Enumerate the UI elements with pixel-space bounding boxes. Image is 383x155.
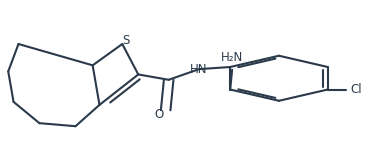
Text: S: S — [123, 34, 130, 47]
Text: Cl: Cl — [350, 83, 362, 96]
Text: HN: HN — [190, 63, 208, 76]
Text: H₂N: H₂N — [221, 51, 243, 64]
Text: O: O — [154, 108, 164, 121]
